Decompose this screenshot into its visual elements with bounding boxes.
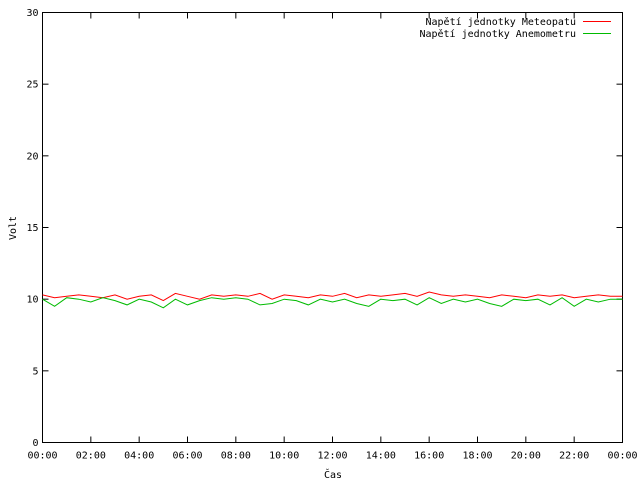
series-line-anemometer bbox=[42, 297, 623, 309]
y-tick-label: 0 bbox=[32, 438, 38, 449]
x-tick-label: 20:00 bbox=[511, 451, 541, 462]
x-tick-label: 00:00 bbox=[607, 451, 637, 462]
y-tick-label: 25 bbox=[26, 80, 38, 91]
x-tick-label: 04:00 bbox=[124, 451, 154, 462]
y-axis-label: Volt bbox=[8, 216, 19, 240]
y-axis-ticks: 0 5 10 15 20 25 30 bbox=[26, 8, 623, 449]
x-tick-label: 08:00 bbox=[221, 451, 251, 462]
x-tick-label: 02:00 bbox=[76, 451, 106, 462]
x-tick-label: 16:00 bbox=[414, 451, 444, 462]
legend-label-anemometer: Napětí jednotky Anemometru bbox=[419, 28, 576, 40]
y-tick-label: 30 bbox=[26, 8, 38, 19]
x-tick-label: 22:00 bbox=[559, 451, 589, 462]
x-tick-label: 10:00 bbox=[269, 451, 299, 462]
y-tick-label: 15 bbox=[26, 223, 38, 234]
x-tick-label: 06:00 bbox=[172, 451, 202, 462]
plot-frame bbox=[42, 12, 623, 443]
y-tick-label: 5 bbox=[32, 366, 38, 377]
series-layer bbox=[42, 291, 623, 309]
y-tick-label: 20 bbox=[26, 151, 38, 162]
x-axis-ticks: 00:00 02:00 04:00 06:00 08:00 10:00 12:00 14:00… bbox=[27, 12, 638, 462]
x-tick-label: 14:00 bbox=[366, 451, 396, 462]
x-tick-label: 18:00 bbox=[462, 451, 492, 462]
legend: Napětí jednotky Meteopatu Napětí jednotk… bbox=[419, 16, 611, 40]
legend-label-meteopat: Napětí jednotky Meteopatu bbox=[425, 16, 576, 28]
series-line-meteopat bbox=[42, 291, 623, 302]
x-tick-label: 12:00 bbox=[317, 451, 347, 462]
y-tick-label: 10 bbox=[26, 295, 38, 306]
x-tick-label: 00:00 bbox=[27, 451, 57, 462]
x-axis-label: Čas bbox=[324, 468, 342, 480]
